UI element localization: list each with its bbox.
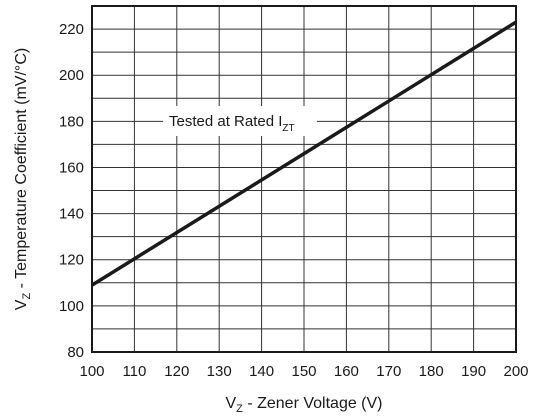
x-tick-label: 150 bbox=[291, 363, 316, 380]
annotation-background bbox=[163, 106, 317, 136]
x-tick-label: 110 bbox=[122, 363, 146, 380]
y-tick-label: 120 bbox=[59, 252, 84, 269]
x-tick-label: 120 bbox=[164, 363, 189, 380]
series-line bbox=[91, 20, 517, 287]
x-tick-label: 180 bbox=[419, 363, 444, 380]
plot-frame bbox=[91, 5, 517, 353]
x-axis-title-main: V bbox=[225, 395, 236, 412]
y-axis-title-rest: - Temperature Coefficient (mV/°C) bbox=[13, 48, 30, 293]
x-tick-label: 130 bbox=[207, 363, 232, 380]
y-tick-label: 80 bbox=[67, 344, 84, 361]
x-tick-label: 200 bbox=[503, 363, 528, 380]
grid bbox=[92, 6, 516, 352]
x-tick-label: 100 bbox=[79, 363, 104, 380]
x-tick-label: 160 bbox=[334, 363, 359, 380]
y-tick-label: 200 bbox=[59, 67, 84, 84]
y-tick-label: 160 bbox=[59, 159, 84, 176]
x-axis-title-rest: - Zener Voltage (V) bbox=[243, 395, 383, 412]
y-tick-label: 100 bbox=[59, 298, 84, 315]
y-tick-label: 220 bbox=[59, 21, 84, 38]
annotation-label: Tested at Rated IZT bbox=[169, 113, 295, 134]
y-axis-title-main: V bbox=[13, 299, 30, 310]
y-axis-title-subscript: Z bbox=[21, 293, 33, 300]
y-tick-label: 140 bbox=[59, 206, 84, 223]
series-layer bbox=[91, 20, 517, 287]
annotation-subscript: ZT bbox=[282, 123, 294, 134]
x-axis-title: VZ - Zener Voltage (V) bbox=[225, 395, 382, 415]
x-tick-label: 190 bbox=[461, 363, 486, 380]
y-tick-label: 180 bbox=[59, 113, 84, 130]
x-axis-title-subscript: Z bbox=[236, 403, 243, 415]
x-tick-label: 140 bbox=[249, 363, 274, 380]
y-axis-title: VZ - Temperature Coefficient (mV/°C) bbox=[13, 48, 33, 310]
annotation: Tested at Rated IZT bbox=[163, 106, 317, 136]
y-tick-labels: 80 100 120 140 160 180 200 220 bbox=[59, 21, 84, 361]
x-tick-labels: 100 110 120 130 140 150 160 170 180 190 200 bbox=[79, 363, 528, 380]
x-tick-label: 170 bbox=[376, 363, 401, 380]
annotation-main: Tested at Rated I bbox=[169, 113, 282, 130]
